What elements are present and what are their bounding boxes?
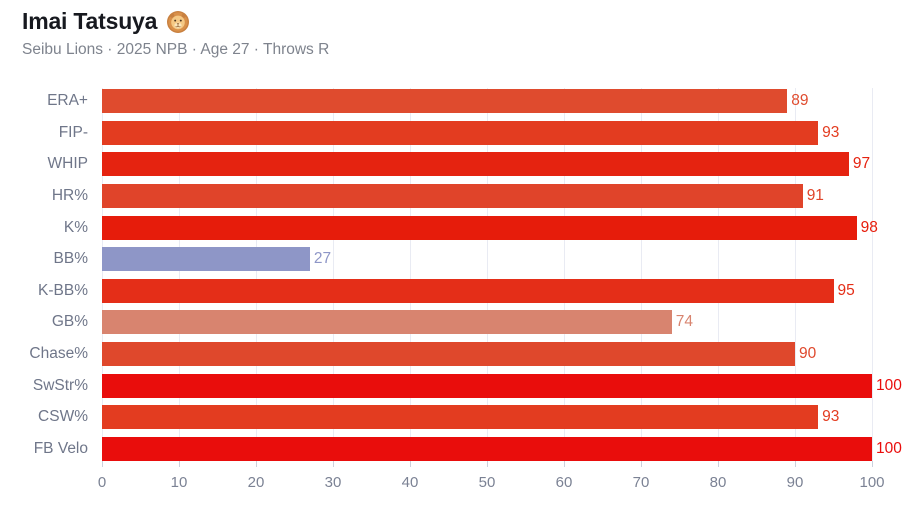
row-label: WHIP <box>47 155 88 173</box>
page-title: Imai Tatsuya <box>22 8 329 35</box>
row-label: FIP- <box>58 123 88 141</box>
x-axis-tick-label: 100 <box>859 474 885 491</box>
row-label: GB% <box>51 313 88 331</box>
x-axis-tick <box>179 461 180 467</box>
gridline <box>718 88 719 461</box>
percentile-bar <box>102 183 803 208</box>
gridline <box>795 88 796 461</box>
player-name: Imai Tatsuya <box>22 8 158 34</box>
percentile-bar <box>102 247 310 272</box>
x-axis-tick <box>410 461 411 467</box>
percentile-bar <box>102 152 849 177</box>
gridline <box>641 88 642 461</box>
gridline <box>564 88 565 461</box>
gridline <box>333 88 334 461</box>
row-label: HR% <box>51 186 88 204</box>
value-label: 100 <box>876 440 902 458</box>
row-label: K% <box>63 218 88 236</box>
x-axis-tick-label: 50 <box>478 474 496 491</box>
gridline <box>487 88 488 461</box>
x-axis-tick-label: 40 <box>401 474 419 491</box>
percentile-bar <box>102 405 819 430</box>
value-label: 95 <box>837 281 855 299</box>
x-axis-tick <box>102 461 103 467</box>
row-label: K-BB% <box>38 281 88 299</box>
x-axis-tick <box>564 461 565 467</box>
value-label: 93 <box>822 123 840 141</box>
value-label: 91 <box>806 186 824 204</box>
gridline <box>410 88 411 461</box>
x-axis-tick-label: 10 <box>170 474 188 491</box>
x-axis-tick-label: 20 <box>247 474 265 491</box>
gridline <box>872 88 873 461</box>
x-axis-tick <box>256 461 257 467</box>
x-axis-tick <box>641 461 642 467</box>
gridline <box>102 88 103 461</box>
gridline <box>179 88 180 461</box>
row-label: ERA+ <box>47 92 88 109</box>
percentile-bar <box>102 437 872 462</box>
lion-face-icon <box>167 10 190 33</box>
value-label: 74 <box>675 313 694 331</box>
card-header: Imai Tatsuya Seibu Lions · 2025 NPB · Ag… <box>22 8 329 59</box>
percentile-bar <box>102 278 834 303</box>
gridline <box>256 88 257 461</box>
x-axis-tick-label: 90 <box>786 474 804 491</box>
percentile-bar <box>102 120 819 145</box>
x-axis-tick-label: 30 <box>324 474 342 491</box>
value-label: 90 <box>799 345 817 363</box>
row-label: Chase% <box>29 345 88 363</box>
percentile-bar <box>102 342 795 367</box>
x-axis-tick-label: 0 <box>97 474 107 491</box>
row-label: SwStr% <box>32 376 88 394</box>
x-axis-tick <box>795 461 796 467</box>
value-label: 93 <box>822 408 840 426</box>
row-label: CSW% <box>38 408 88 426</box>
row-label: BB% <box>53 250 88 268</box>
x-axis-tick <box>333 461 334 467</box>
value-label: 97 <box>852 155 871 173</box>
percentile-bar <box>102 310 672 335</box>
percentile-bar <box>102 89 788 113</box>
page-subtitle: Seibu Lions · 2025 NPB · Age 27 · Throws… <box>22 41 330 58</box>
x-axis-tick-label: 80 <box>709 474 727 491</box>
row-label: FB Velo <box>33 440 88 458</box>
x-axis-tick-label: 60 <box>555 474 573 491</box>
value-label: 89 <box>791 92 809 109</box>
x-axis-tick-label: 70 <box>632 474 650 491</box>
value-label: 100 <box>876 376 902 394</box>
value-label: 98 <box>860 218 878 236</box>
x-axis-tick <box>872 461 873 467</box>
percentile-bar <box>102 215 857 240</box>
percentile-bar <box>102 373 872 398</box>
x-axis-tick <box>718 461 719 467</box>
x-axis-tick <box>487 461 488 467</box>
value-label: 27 <box>313 250 332 268</box>
